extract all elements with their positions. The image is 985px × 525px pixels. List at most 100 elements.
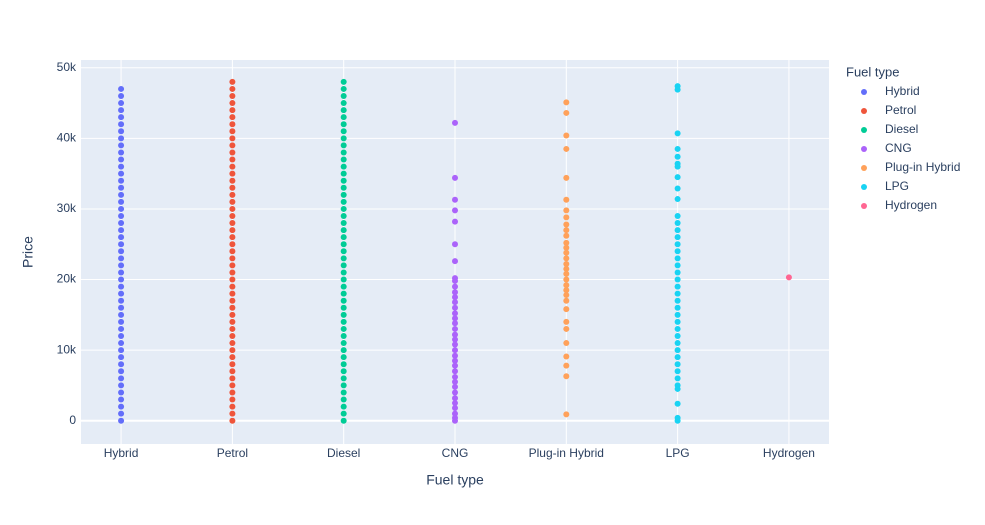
point [452, 310, 458, 317]
point [340, 114, 347, 121]
legend-label[interactable]: Hydrogen [885, 198, 937, 212]
point [229, 276, 236, 283]
point [118, 417, 125, 424]
x-tick-label: CNG [442, 446, 469, 460]
point [229, 142, 236, 149]
point [340, 78, 347, 85]
point [118, 241, 125, 248]
point [340, 213, 347, 219]
point [563, 207, 570, 214]
point [229, 177, 236, 184]
point [118, 304, 125, 311]
legend-marker [861, 146, 867, 152]
point [563, 239, 570, 246]
legend-label[interactable]: Diesel [885, 122, 918, 136]
point [340, 100, 347, 107]
point [340, 262, 347, 269]
point [674, 262, 681, 269]
legend-marker [861, 203, 867, 209]
point [229, 417, 236, 424]
legend-label[interactable]: Plug-in Hybrid [885, 160, 960, 174]
point [674, 318, 681, 325]
point [229, 114, 236, 121]
y-tick-label: 0 [69, 413, 76, 427]
point [118, 375, 125, 382]
point [674, 269, 681, 276]
legend-marker [861, 89, 867, 95]
point [452, 357, 458, 364]
point [563, 132, 570, 139]
point [340, 269, 347, 276]
point [340, 220, 347, 227]
legend-label[interactable]: CNG [885, 141, 912, 155]
point [674, 354, 681, 361]
point [340, 107, 347, 114]
point [563, 276, 570, 283]
point [229, 121, 236, 128]
point [229, 255, 236, 262]
point [340, 184, 347, 191]
legend-label[interactable]: LPG [885, 179, 909, 193]
point [452, 383, 458, 390]
point [452, 325, 458, 332]
point [118, 389, 125, 396]
point [340, 255, 347, 262]
point [340, 333, 347, 339]
point [674, 290, 681, 297]
point [674, 333, 681, 339]
point [229, 333, 236, 339]
point [340, 227, 347, 234]
point [674, 368, 681, 375]
point [229, 311, 236, 318]
point [452, 207, 458, 214]
point [229, 170, 236, 177]
point [229, 107, 236, 114]
point [229, 382, 236, 389]
point [340, 205, 347, 212]
point [229, 325, 236, 332]
point [452, 341, 458, 348]
point [452, 304, 458, 311]
x-axis-title: Fuel type [426, 472, 484, 488]
point [118, 100, 125, 107]
point [340, 389, 347, 396]
point [229, 283, 236, 290]
point [229, 410, 236, 417]
point [118, 269, 125, 276]
point [452, 294, 458, 301]
point [118, 220, 125, 227]
point [340, 304, 347, 311]
point [340, 234, 347, 241]
point [118, 107, 125, 114]
point [563, 297, 570, 304]
point [229, 156, 236, 163]
point [229, 403, 236, 410]
legend-label[interactable]: Hybrid [885, 84, 920, 98]
point [452, 320, 458, 327]
point [563, 174, 570, 181]
point [452, 119, 458, 126]
point [563, 145, 570, 152]
point [563, 411, 570, 418]
point [452, 352, 458, 359]
point [452, 368, 458, 375]
point [118, 121, 125, 128]
point [118, 410, 125, 417]
point [452, 417, 458, 424]
point [563, 282, 570, 289]
point [340, 403, 347, 410]
point [118, 325, 125, 332]
legend-label[interactable]: Petrol [885, 103, 916, 117]
point [118, 297, 125, 304]
x-tick-label: LPG [666, 446, 690, 460]
point [452, 410, 458, 417]
point [118, 93, 125, 99]
point [340, 297, 347, 304]
point [674, 163, 681, 170]
point [340, 177, 347, 184]
point [563, 292, 570, 299]
legend-title: Fuel type [846, 64, 899, 79]
point [118, 163, 125, 170]
point [118, 170, 125, 177]
point [674, 276, 681, 283]
